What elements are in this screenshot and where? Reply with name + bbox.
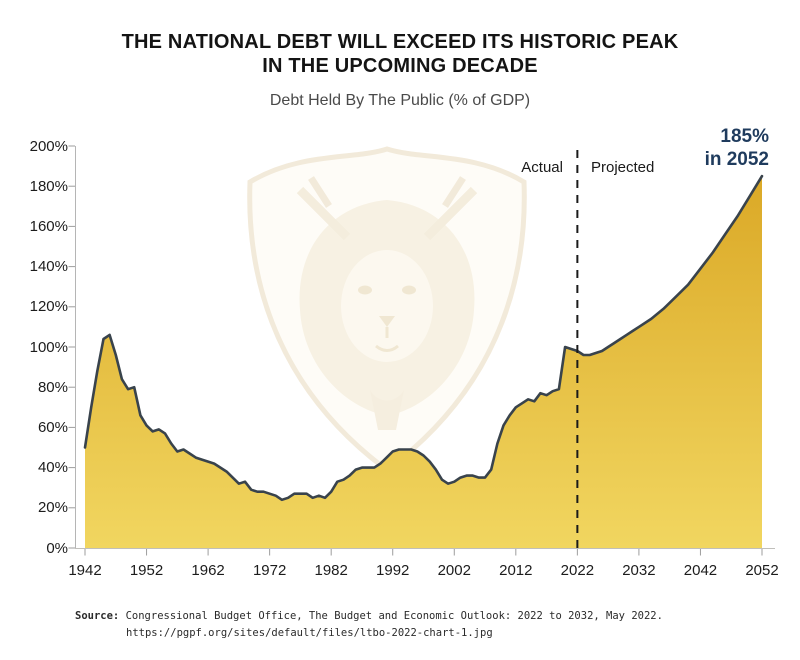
y-axis-tick-label: 200%: [29, 137, 68, 155]
x-axis-ticks: [84, 549, 763, 556]
title-line-2: IN THE UPCOMING DECADE: [262, 55, 538, 77]
y-axis-tick-label: 0%: [46, 539, 68, 557]
source-citation: Congressional Budget Office, The Budget …: [125, 610, 663, 622]
source-url: https://pgpf.org/sites/default/files/ltb…: [126, 627, 493, 639]
x-axis-tick-label: 2032: [622, 562, 656, 579]
x-axis-tick-label: 2052: [745, 562, 779, 579]
actual-zone-label: Actual: [521, 159, 563, 176]
x-axis-tick-label: 1942: [68, 562, 102, 579]
lion-shield-watermark-icon: [247, 146, 527, 474]
y-axis-tick-label: 20%: [37, 499, 68, 517]
x-axis-tick-label: 1982: [314, 562, 348, 579]
peak-annotation: 185% in 2052: [705, 125, 769, 171]
y-axis-tick-label: 80%: [37, 378, 68, 396]
x-axis-tick-label: 1962: [191, 562, 225, 579]
y-axis-ticks: [68, 145, 75, 549]
y-axis-tick-label: 120%: [29, 298, 68, 316]
source-line-1: Source: Congressional Budget Office, The…: [75, 608, 663, 625]
x-axis-tick-label: 2002: [437, 562, 471, 579]
x-axis-tick-label: 1952: [129, 562, 164, 579]
peak-annotation-year: in 2052: [704, 149, 769, 170]
debt-line: [83, 174, 764, 502]
y-axis-tick-label: 60%: [37, 418, 68, 436]
y-axis-tick-label: 160%: [29, 217, 68, 235]
x-axis-tick-label: 2012: [499, 562, 533, 579]
y-axis-tick-label: 180%: [29, 177, 68, 195]
x-axis-tick-label: 1972: [252, 562, 287, 579]
chart-subtitle: Debt Held By The Public (% of GDP): [269, 92, 531, 109]
page-title: THE NATIONAL DEBT WILL EXCEED ITS HISTOR…: [0, 30, 800, 78]
y-axis-tick-label: 140%: [29, 258, 68, 276]
source-note: Source: Congressional Budget Office, The…: [75, 608, 663, 642]
y-axis-tick-label: 100%: [29, 338, 68, 356]
x-axis-tick-label: 2042: [683, 562, 718, 579]
x-axis-tick-label: 2022: [560, 562, 595, 579]
peak-annotation-value: 185%: [720, 126, 769, 147]
debt-area-fill: [85, 176, 762, 548]
title-line-1: THE NATIONAL DEBT WILL EXCEED ITS HISTOR…: [121, 31, 679, 53]
source-label: Source:: [75, 610, 120, 622]
y-axis-tick-label: 40%: [37, 459, 68, 477]
projected-zone-label: Projected: [591, 159, 655, 176]
x-axis-tick-label: 1992: [376, 562, 410, 579]
